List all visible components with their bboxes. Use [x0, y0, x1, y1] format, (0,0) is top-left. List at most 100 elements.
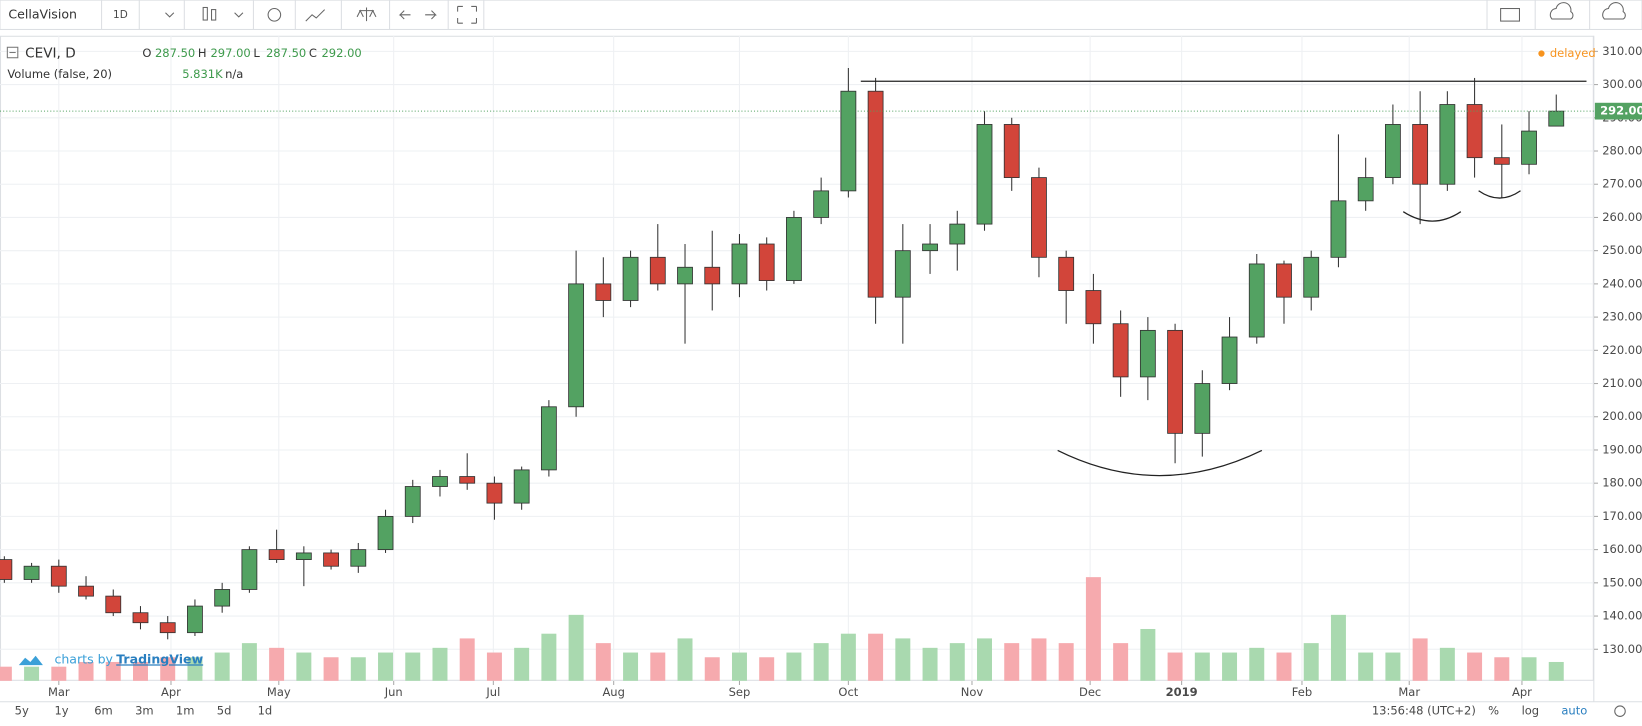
candle-body: [187, 605, 203, 634]
dropdown-icon[interactable]: [234, 12, 244, 18]
candle-body: [1167, 329, 1183, 434]
range-button[interactable]: 6m: [94, 704, 113, 718]
y-tick-label: 280.00: [1602, 144, 1642, 158]
x-tick-label: Sep: [729, 685, 751, 699]
dropdown-icon[interactable]: [165, 12, 175, 18]
volume-bar: [623, 652, 639, 681]
ohlc-value: 297.00: [210, 46, 250, 60]
redo-icon[interactable]: [425, 10, 437, 20]
candle-body: [1548, 110, 1565, 127]
toolbar-icons: [138, 0, 1626, 30]
y-tick-label: 140.00: [1602, 609, 1642, 623]
branding-link[interactable]: TradingView: [116, 651, 203, 666]
volume-bar: [677, 638, 693, 681]
ohlc-value: 292.00: [321, 46, 361, 60]
volume-pane: [0, 577, 1564, 681]
settings-icon[interactable]: [1614, 705, 1626, 717]
candle-body: [1248, 263, 1265, 338]
range-button[interactable]: 1d: [258, 704, 273, 718]
indicators-icon[interactable]: [305, 9, 326, 22]
volume-bar: [1276, 652, 1292, 681]
candle-body: [894, 250, 911, 298]
y-tick-label: 220.00: [1602, 343, 1642, 357]
candle-body: [758, 243, 775, 281]
candle-body: [840, 90, 857, 192]
candle-body: [50, 565, 67, 587]
tradingview-logo: [18, 655, 43, 666]
x-tick-label: Jul: [485, 685, 500, 699]
x-tick-label: Feb: [1292, 685, 1312, 699]
load-icon[interactable]: [1549, 2, 1574, 20]
candle-icon[interactable]: [202, 6, 208, 21]
volume-bar: [214, 652, 230, 681]
volume-bar: [1004, 643, 1020, 681]
symbol-search[interactable]: CellaVision: [8, 6, 77, 21]
y-tick-label: 180.00: [1602, 476, 1642, 490]
range-button[interactable]: 3m: [135, 704, 154, 718]
scale-option[interactable]: auto: [1561, 704, 1587, 718]
range-button[interactable]: 1m: [176, 704, 195, 718]
range-button[interactable]: 5y: [15, 704, 29, 718]
volume-bar: [1222, 652, 1238, 681]
rounding-bottom-arc: [1057, 449, 1263, 477]
volume-bar: [1140, 628, 1156, 681]
clock: 13:56:48 (UTC+2): [1372, 704, 1476, 718]
interval-button[interactable]: 1D: [113, 9, 128, 21]
volume-bar: [568, 614, 584, 681]
candle-body: [1003, 124, 1020, 179]
collapse-button[interactable]: [6, 46, 19, 59]
volume-bar: [1113, 643, 1129, 681]
candle-body: [295, 552, 312, 561]
y-tick-label: 300.00: [1602, 77, 1642, 91]
volume-bar: [1548, 661, 1564, 681]
volume-bar: [269, 647, 285, 681]
scale-option[interactable]: %: [1488, 704, 1499, 718]
volume-bar: [977, 638, 992, 681]
candle-body: [1139, 329, 1156, 378]
y-tick-label: 230.00: [1602, 310, 1642, 324]
candle-body: [1439, 104, 1456, 185]
candle-body: [649, 256, 666, 285]
snapshot-icon[interactable]: [1500, 8, 1521, 22]
candle-body: [513, 469, 530, 504]
range-button[interactable]: 5d: [217, 704, 232, 718]
volume-bar: [1249, 647, 1265, 681]
fullscreen-icon[interactable]: [457, 5, 477, 24]
candle-body: [0, 559, 13, 580]
drawings: [860, 80, 1587, 477]
ohlc-value: 287.50: [155, 46, 195, 60]
settings-icon[interactable]: [267, 8, 282, 22]
candle-body: [350, 549, 367, 567]
volume-bar: [133, 661, 148, 681]
volume-bar: [1167, 652, 1183, 681]
range-button[interactable]: 1y: [54, 704, 68, 718]
candle-body: [568, 283, 585, 408]
shoulder-arc: [1478, 190, 1521, 199]
candle-body: [540, 406, 557, 471]
x-tick-label: Oct: [838, 685, 858, 699]
candle-body: [731, 243, 748, 285]
scale-option[interactable]: log: [1522, 704, 1540, 718]
compare-icon[interactable]: [356, 7, 377, 22]
volume-bar: [868, 633, 884, 681]
save-icon[interactable]: [1602, 2, 1626, 20]
volume-bar: [514, 647, 530, 681]
volume-bar: [704, 657, 720, 681]
y-tick-label: 240.00: [1602, 276, 1642, 290]
candle-body: [1058, 256, 1075, 291]
candle-body: [1303, 256, 1320, 298]
y-tick-label: 160.00: [1602, 542, 1642, 556]
volume-bar: [241, 643, 257, 681]
undo-icon[interactable]: [398, 10, 411, 20]
candle-body: [1221, 336, 1238, 384]
volume-bar: [459, 638, 475, 681]
volume-bar: [1494, 657, 1510, 681]
top-toolbar: [0, 0, 1642, 30]
ohlc-legend: O 287.50 H 297.00 L 287.50 C 292.00: [142, 46, 361, 60]
candle-body: [704, 266, 721, 285]
volume-bar: [0, 666, 12, 681]
candle-body: [78, 585, 94, 597]
volume-bar: [1031, 638, 1047, 681]
